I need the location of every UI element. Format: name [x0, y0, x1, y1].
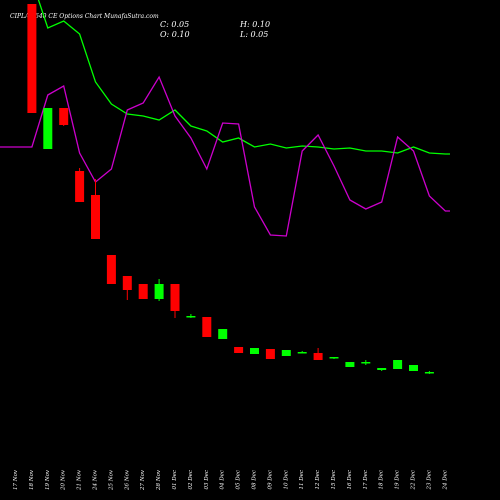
x-tick-label: 04 Dec [220, 470, 226, 490]
candle-body [154, 284, 164, 299]
indicator-lines [0, 0, 450, 237]
x-tick-label: 21 Nov [77, 469, 83, 491]
candle-body [170, 284, 180, 311]
candle-body [106, 255, 116, 284]
candle-body [122, 276, 132, 290]
x-tick-label: 20 Nov [61, 469, 67, 491]
chart-title: CIPLA 1640 CE Options Chart MunafaSutra.… [10, 13, 159, 20]
candle-body [43, 108, 53, 149]
magenta-line-series [0, 75, 450, 237]
candle-body [186, 316, 196, 318]
candle-body [91, 195, 100, 239]
candle-body [361, 362, 371, 364]
x-axis-ticks: 17 Nov 18 Nov 19 Nov 20 Nov 21 Nov 24 Nov 25 N… [13, 469, 448, 491]
x-tick-label: 28 Nov [156, 469, 162, 491]
open-value: O: 0.10 [160, 30, 190, 39]
x-tick-label: 24 Nov [93, 469, 99, 491]
candle-body [345, 362, 355, 367]
x-tick-label: 05 Dec [236, 470, 242, 490]
low-value: L: 0.05 [239, 30, 268, 39]
x-tick-label: 17 Dec [363, 470, 369, 490]
x-tick-label: 10 Dec [283, 470, 289, 490]
candle-body [297, 352, 307, 354]
x-tick-label: 02 Dec [188, 470, 194, 490]
candle-body [202, 317, 212, 337]
candle-body [75, 171, 85, 202]
x-tick-label: 15 Dec [331, 470, 337, 490]
candle-body [424, 372, 434, 374]
x-tick-label: 12 Dec [315, 470, 321, 490]
x-tick-label: 27 Nov [140, 469, 146, 491]
x-tick-label: 16 Dec [347, 470, 353, 490]
x-tick-label: 25 Nov [108, 469, 114, 491]
x-tick-label: 03 Dec [204, 470, 210, 490]
x-tick-label: 19 Nov [45, 469, 51, 490]
close-value: C: 0.05 [160, 20, 189, 29]
candle-body [393, 360, 403, 369]
candle-body [218, 329, 228, 339]
x-tick-label: 09 Dec [267, 470, 273, 490]
x-tick-label: 22 Dec [411, 470, 417, 491]
x-tick-label: 18 Nov [29, 469, 35, 490]
x-tick-label: 23 Dec [426, 470, 432, 491]
candle-body [59, 108, 69, 125]
x-tick-label: 01 Dec [172, 470, 178, 490]
candle-body [329, 357, 339, 359]
green-line-series [37, 0, 450, 155]
x-tick-label: 18 Dec [379, 470, 385, 490]
candle-body [265, 349, 275, 359]
x-tick-label: 26 Nov [124, 469, 130, 491]
candlesticks [27, 4, 434, 374]
candle-body [377, 368, 387, 370]
x-tick-label: 24 Dec [442, 470, 448, 491]
high-value: H: 0.10 [239, 20, 270, 29]
candle-body [313, 353, 323, 360]
candle-body [281, 350, 291, 356]
candle-body [138, 284, 148, 299]
x-tick-label: 19 Dec [395, 470, 401, 490]
candle-body [234, 347, 244, 353]
x-tick-label: 08 Dec [252, 470, 258, 490]
candle-body [27, 4, 37, 113]
x-tick-label: 17 Nov [13, 469, 19, 490]
candle-body [409, 365, 418, 371]
candle-body [250, 348, 259, 354]
x-tick-label: 11 Dec [299, 470, 305, 490]
